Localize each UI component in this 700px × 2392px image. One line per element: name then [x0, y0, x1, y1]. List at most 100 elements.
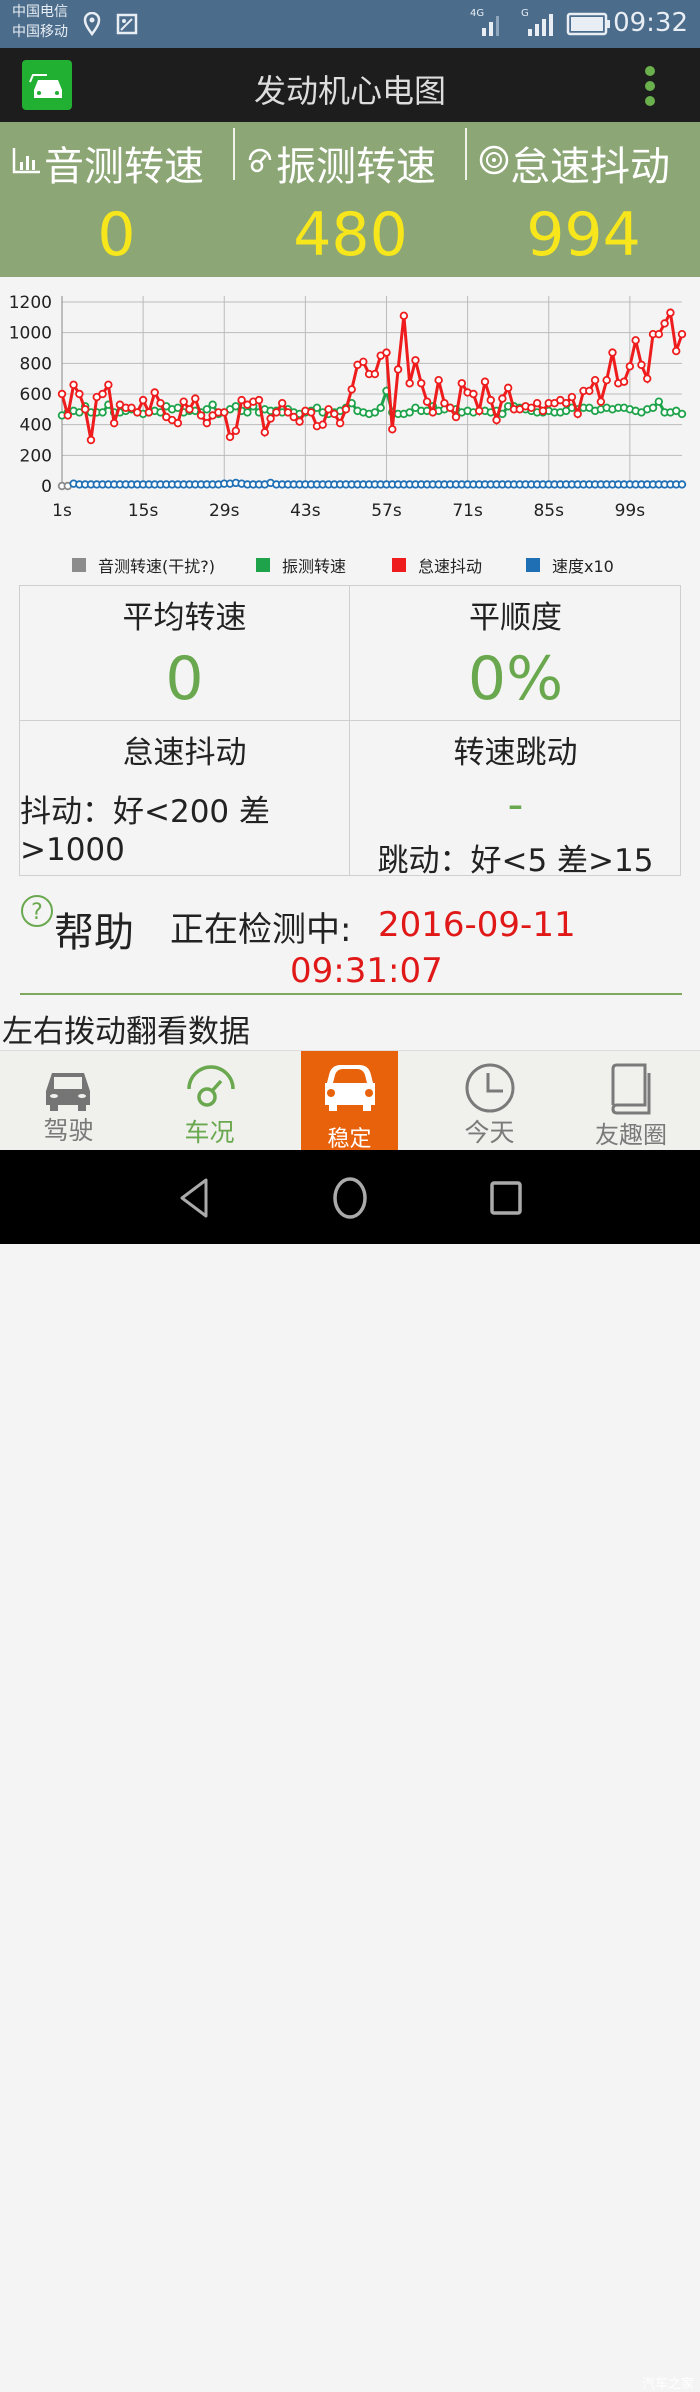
y-tick-label: 1200	[9, 293, 52, 313]
idle-jitter-criteria: 抖动：好<200 差>1000	[20, 794, 270, 868]
data-point	[98, 389, 107, 399]
data-point	[567, 392, 577, 402]
help-link[interactable]: 帮助	[54, 910, 134, 956]
data-point	[283, 408, 293, 417]
back-icon[interactable]	[176, 1176, 216, 1220]
book-icon	[611, 1063, 651, 1115]
data-point	[637, 360, 646, 370]
data-point	[237, 395, 246, 405]
data-point	[538, 406, 548, 416]
data-point	[602, 375, 611, 385]
data-point	[666, 308, 675, 317]
clock-icon	[465, 1063, 515, 1113]
legend-item[interactable]: 怠速抖动	[392, 553, 482, 577]
status-bar: 中国电信 中国移动 4G G 09:32	[0, 0, 700, 48]
bottom-nav: 驾驶 车况 稳定 今天 友趣圈	[0, 1050, 700, 1152]
x-tick-label: 43s	[290, 501, 321, 521]
data-point	[480, 377, 490, 386]
divider	[465, 128, 467, 180]
sound-rpm-value: 0	[97, 200, 136, 270]
x-tick-label: 85s	[533, 501, 564, 521]
carrier-1: 中国电信	[12, 4, 68, 20]
app-logo[interactable]	[22, 60, 72, 110]
data-point	[677, 330, 687, 339]
data-point	[440, 398, 449, 408]
data-point	[532, 398, 542, 408]
avg-rpm-value: 0	[165, 644, 204, 714]
rpm-jump-criteria: 跳动：好<5 差>15	[377, 843, 654, 879]
system-nav-bar: 汽车之家	[0, 1150, 700, 2392]
x-tick-label: 29s	[209, 501, 240, 521]
x-tick-label: 15s	[128, 501, 159, 521]
data-point	[196, 411, 206, 420]
data-point	[341, 405, 351, 414]
chart-legend: 音测转速(干扰?) 振测转速 怠速抖动 速度x10	[0, 553, 700, 579]
legend-item[interactable]: 音测转速(干扰?)	[72, 553, 215, 577]
engine-chart[interactable]: 0 200 400 600 800 1000 1200 1s 15s 29s 43s 57s 71s 85…	[0, 285, 700, 535]
legend-item[interactable]: 振测转速	[256, 553, 346, 577]
overflow-menu-icon[interactable]	[645, 66, 655, 111]
car-icon	[29, 74, 62, 98]
avg-rpm-label: 平均转速	[122, 600, 247, 636]
data-point	[422, 397, 432, 406]
legend-item[interactable]: 速度x10	[526, 553, 614, 577]
data-point	[405, 379, 414, 388]
data-point	[370, 369, 380, 379]
x-tick-label: 71s	[452, 501, 483, 521]
tab-today[interactable]: 今天	[441, 1051, 538, 1151]
tab-stability[interactable]: 稳定	[301, 1051, 398, 1152]
data-point	[382, 348, 391, 357]
home-icon[interactable]	[330, 1176, 370, 1220]
data-point	[202, 405, 212, 414]
location-icon	[83, 12, 101, 36]
data-point	[446, 403, 455, 412]
vibration-rpm-label: 振测转速	[276, 144, 436, 190]
tab-car-status-label: 车况	[184, 1118, 235, 1147]
tab-drive[interactable]: 驾驶	[20, 1051, 117, 1151]
data-point	[335, 418, 345, 428]
summary-panel	[0, 122, 700, 277]
help-icon[interactable]: ?	[20, 894, 54, 928]
svg-text:?: ?	[31, 900, 43, 925]
data-point	[677, 480, 687, 489]
tab-car-status[interactable]: 车况	[161, 1051, 258, 1151]
data-point	[289, 412, 298, 422]
x-tick-label: 57s	[371, 501, 402, 521]
network-type-1: 4G	[470, 8, 485, 19]
data-point	[63, 411, 72, 420]
data-point	[625, 362, 635, 371]
legend-label: 速度x10	[552, 557, 614, 576]
data-point	[654, 397, 664, 406]
legend-swatch	[256, 558, 270, 572]
y-tick-label: 200	[20, 446, 52, 466]
signal-icon	[528, 14, 553, 36]
x-tick-label: 1s	[52, 501, 72, 521]
y-tick-label: 0	[41, 477, 52, 497]
data-point	[69, 380, 78, 389]
bar-chart-icon	[12, 148, 40, 174]
tab-friends[interactable]: 友趣圈	[581, 1051, 681, 1151]
car-icon	[46, 1073, 90, 1111]
data-point	[260, 428, 270, 437]
data-point	[86, 435, 96, 445]
idle-jitter-value: 994	[526, 200, 641, 270]
y-tick-label: 800	[20, 354, 52, 374]
data-point	[173, 418, 183, 428]
data-point	[648, 403, 658, 412]
data-point	[585, 386, 594, 396]
data-point	[185, 405, 194, 414]
detection-status: 正在检测中:	[170, 910, 352, 950]
data-point	[370, 408, 380, 417]
clock: 09:32	[613, 8, 688, 38]
detection-datetime: 2016-09-11 09:31:07	[290, 905, 576, 991]
gauge-icon	[248, 148, 272, 173]
data-point	[469, 389, 478, 399]
data-point	[359, 357, 368, 366]
data-point	[330, 409, 339, 419]
sound-rpm-label: 音测转速	[44, 144, 204, 190]
recents-icon[interactable]	[487, 1178, 527, 1218]
data-point	[561, 398, 571, 408]
swipe-hint: 左右拨动翻看数据	[2, 1014, 250, 1050]
data-point	[243, 408, 252, 417]
page-title: 发动机心电图	[253, 72, 446, 110]
